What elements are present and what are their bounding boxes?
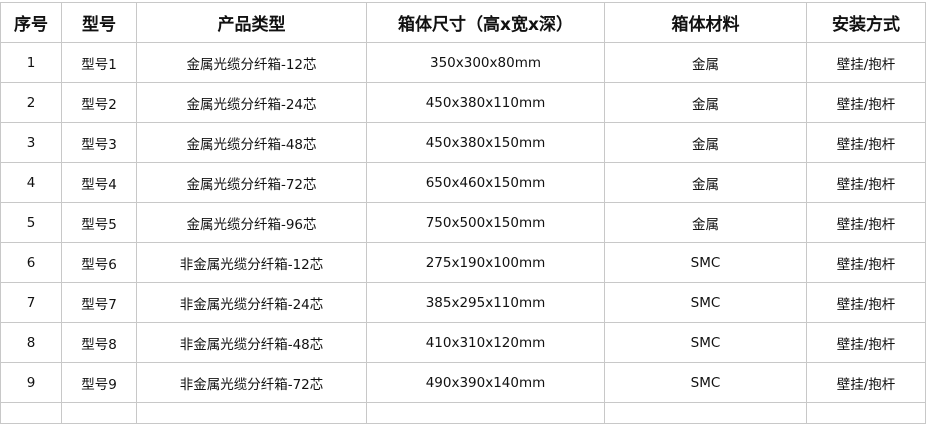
- cell-box-material: SMC: [604, 242, 807, 283]
- cell-install-method: 壁挂/抱杆: [806, 162, 926, 203]
- cell-model: 型号1: [61, 42, 137, 83]
- cell-box-size: 490x390x140mm: [366, 362, 605, 403]
- cell-product-type: 非金属光缆分纤箱-12芯: [136, 242, 367, 283]
- cell-index: 5: [0, 202, 62, 243]
- table-row: 6 型号6 非金属光缆分纤箱-12芯 275x190x100mm SMC 壁挂/抱杆: [0, 242, 926, 283]
- header-box-material: 箱体材料: [604, 2, 807, 43]
- cell-install-method: 壁挂/抱杆: [806, 362, 926, 403]
- cell-box-size: 350x300x80mm: [366, 42, 605, 83]
- cell-model: 型号9: [61, 362, 137, 403]
- cell-box-material: 金属: [604, 82, 807, 123]
- cell-product-type: 金属光缆分纤箱-24芯: [136, 82, 367, 123]
- cell-model: 型号6: [61, 242, 137, 283]
- header-box-size: 箱体尺寸（高x宽x深）: [366, 2, 605, 43]
- header-install-method: 安装方式: [806, 2, 926, 43]
- cell-index: 9: [0, 362, 62, 403]
- cell-install-method: 壁挂/抱杆: [806, 42, 926, 83]
- cell-index: 1: [0, 42, 62, 83]
- cell-product-type: 非金属光缆分纤箱-48芯: [136, 322, 367, 363]
- cell-box-material: SMC: [604, 322, 807, 363]
- cell-box-material: SMC: [604, 282, 807, 323]
- cell-install-method: 壁挂/抱杆: [806, 202, 926, 243]
- cell-model: 型号4: [61, 162, 137, 203]
- table-row: 3 型号3 金属光缆分纤箱-48芯 450x380x150mm 金属 壁挂/抱杆: [0, 122, 926, 163]
- table-row: 5 型号5 金属光缆分纤箱-96芯 750x500x150mm 金属 壁挂/抱杆: [0, 202, 926, 243]
- table-row: 7 型号7 非金属光缆分纤箱-24芯 385x295x110mm SMC 壁挂/抱杆: [0, 282, 926, 323]
- cell-install-method: 壁挂/抱杆: [806, 122, 926, 163]
- cell-install-method: 壁挂/抱杆: [806, 282, 926, 323]
- cell-install-method: 壁挂/抱杆: [806, 322, 926, 363]
- cell-product-type: 金属光缆分纤箱-48芯: [136, 122, 367, 163]
- table-row: 2 型号2 金属光缆分纤箱-24芯 450x380x110mm 金属 壁挂/抱杆: [0, 82, 926, 123]
- cell-model: 型号8: [61, 322, 137, 363]
- cell-box-size: 385x295x110mm: [366, 282, 605, 323]
- cell-index: 7: [0, 282, 62, 323]
- cell-box-material: 金属: [604, 162, 807, 203]
- cell-box-size: 450x380x110mm: [366, 82, 605, 123]
- table-row: 1 型号1 金属光缆分纤箱-12芯 350x300x80mm 金属 壁挂/抱杆: [0, 42, 926, 83]
- cell-index: 2: [0, 82, 62, 123]
- header-row: 序号 型号 产品类型 箱体尺寸（高x宽x深） 箱体材料 安装方式: [0, 2, 926, 43]
- cell-model: 型号2: [61, 82, 137, 123]
- cell-box-material: 金属: [604, 42, 807, 83]
- cell-box-size: 410x310x120mm: [366, 322, 605, 363]
- cell-model: 型号3: [61, 122, 137, 163]
- cell-model: 型号7: [61, 282, 137, 323]
- cell-box-size: 650x460x150mm: [366, 162, 605, 203]
- cell-index: 3: [0, 122, 62, 163]
- header-model: 型号: [61, 2, 137, 43]
- cell-box-size: 750x500x150mm: [366, 202, 605, 243]
- cell-box-size: 275x190x100mm: [366, 242, 605, 283]
- cell-model: 型号5: [61, 202, 137, 243]
- table-row: 9 型号9 非金属光缆分纤箱-72芯 490x390x140mm SMC 壁挂/抱杆: [0, 362, 926, 403]
- cell-product-type: 金属光缆分纤箱-96芯: [136, 202, 367, 243]
- cell-index: 6: [0, 242, 62, 283]
- cell-product-type: 金属光缆分纤箱-72芯: [136, 162, 367, 203]
- cell-product-type: 非金属光缆分纤箱-24芯: [136, 282, 367, 323]
- cell-index: 4: [0, 162, 62, 203]
- header-index: 序号: [0, 2, 62, 43]
- table-row: 4 型号4 金属光缆分纤箱-72芯 650x460x150mm 金属 壁挂/抱杆: [0, 162, 926, 203]
- cell-box-material: 金属: [604, 202, 807, 243]
- header-product-type: 产品类型: [136, 2, 367, 43]
- cell-product-type: 非金属光缆分纤箱-72芯: [136, 362, 367, 403]
- cell-product-type: 金属光缆分纤箱-12芯: [136, 42, 367, 83]
- cell-box-material: SMC: [604, 362, 807, 403]
- cell-box-material: 金属: [604, 122, 807, 163]
- cell-index: 8: [0, 322, 62, 363]
- cell-install-method: 壁挂/抱杆: [806, 82, 926, 123]
- cell-install-method: 壁挂/抱杆: [806, 242, 926, 283]
- table-row: 8 型号8 非金属光缆分纤箱-48芯 410x310x120mm SMC 壁挂/抱杆: [0, 322, 926, 363]
- cell-box-size: 450x380x150mm: [366, 122, 605, 163]
